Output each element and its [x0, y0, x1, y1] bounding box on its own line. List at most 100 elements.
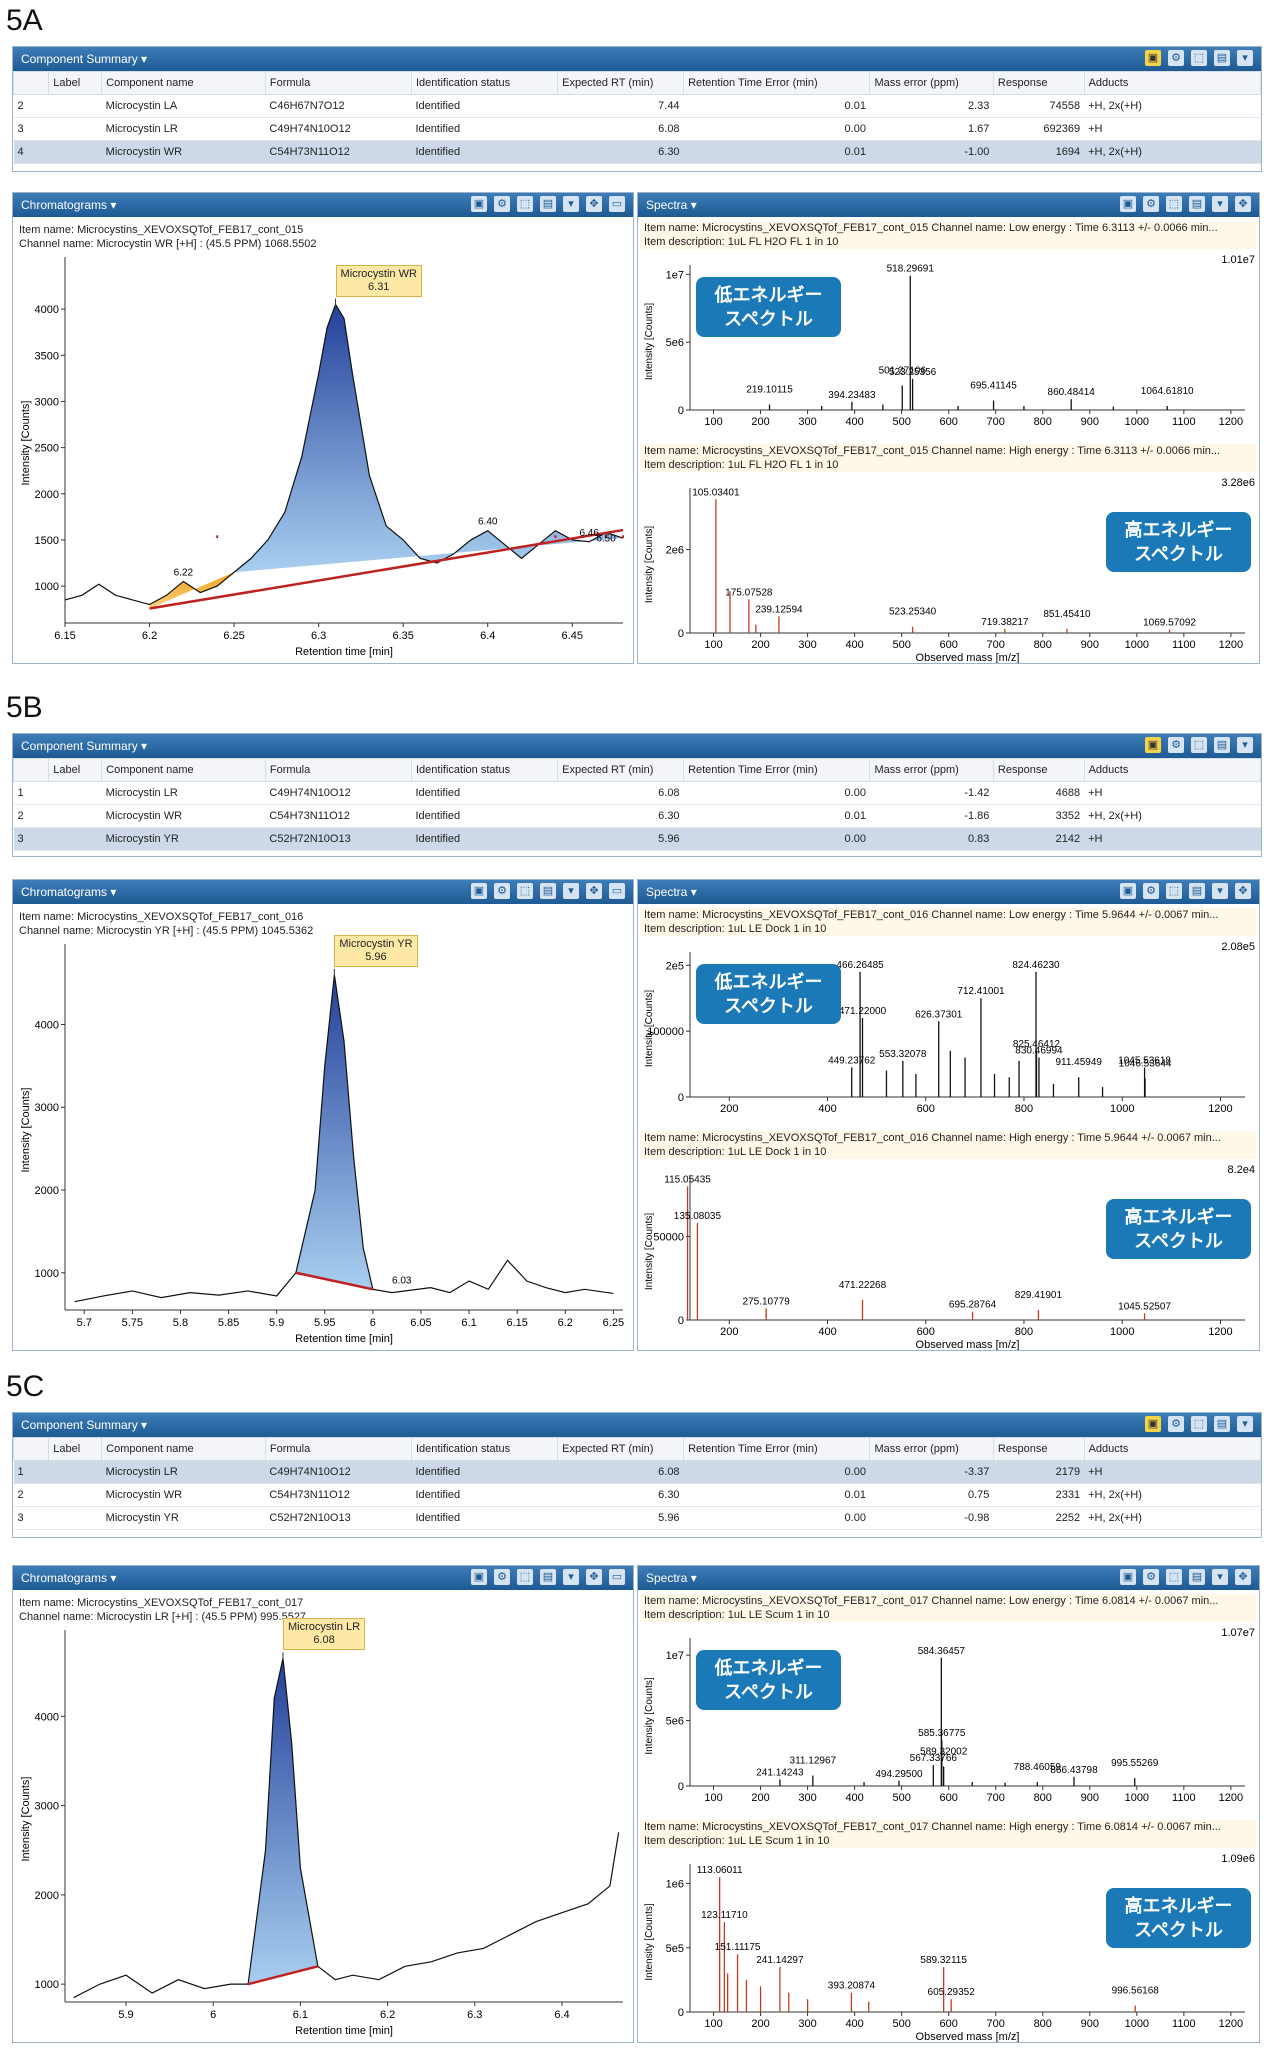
toolbar-button-icon[interactable]: ▣	[471, 196, 487, 212]
chromatograms-title[interactable]: Chromatograms ▾	[21, 885, 117, 899]
component-summary-title[interactable]: Component Summary ▾	[21, 52, 148, 66]
toolbar-button-icon[interactable]: ▾	[1237, 50, 1253, 66]
chromatograms-titlebar[interactable]: Chromatograms ▾ ▣ ⚙ ⬚ ▤ ▾ ✥ ▭	[13, 1566, 633, 1590]
toolbar-button-icon[interactable]: ▣	[471, 1569, 487, 1585]
spectra-title[interactable]: Spectra ▾	[646, 198, 697, 212]
column-header[interactable]: Component name	[101, 1437, 266, 1461]
table-row[interactable]: 1 Microcystin LR C49H74N10O12 Identified 6.0…	[13, 781, 1261, 805]
toolbar-button-icon[interactable]: ▾	[563, 883, 579, 899]
component-summary-titlebar[interactable]: Component Summary ▾ ▣ ⚙ ⬚ ▤ ▾	[13, 734, 1261, 758]
toolbar-button-icon[interactable]: ▭	[609, 196, 625, 212]
column-header[interactable]: Expected RT (min)	[557, 758, 685, 782]
column-header[interactable]: Expected RT (min)	[557, 1437, 685, 1461]
toolbar-button-icon[interactable]: ▾	[1212, 196, 1228, 212]
toolbar-button-icon[interactable]: ⚙	[1143, 1569, 1159, 1585]
column-header[interactable]: Formula	[264, 71, 413, 95]
toolbar-button-icon[interactable]: ⚙	[1168, 1416, 1184, 1432]
column-header[interactable]: Label	[48, 71, 103, 95]
toolbar-button-icon[interactable]: ✥	[1235, 1569, 1251, 1585]
toolbar-button-icon[interactable]: ▤	[540, 883, 556, 899]
toolbar-button-icon[interactable]: ▣	[1145, 1416, 1161, 1432]
toolbar-button-icon[interactable]: ▤	[1189, 196, 1205, 212]
spectra-titlebar[interactable]: Spectra ▾ ▣ ⚙ ⬚ ▤ ▾ ✥	[638, 193, 1259, 217]
toolbar-button-icon[interactable]: ▣	[1145, 50, 1161, 66]
column-header[interactable]: Mass error (ppm)	[869, 1437, 994, 1461]
table-row[interactable]: 1 Microcystin LR C49H74N10O12 Identified 6.0…	[13, 1460, 1261, 1484]
toolbar-button-icon[interactable]: ▤	[540, 1569, 556, 1585]
toolbar-button-icon[interactable]: ▾	[1237, 1416, 1253, 1432]
table-row[interactable]: 2 Microcystin WR C54H73N11O12 Identified 6.3…	[13, 804, 1261, 828]
column-header[interactable]: Response	[992, 1437, 1085, 1461]
component-summary-titlebar[interactable]: Component Summary ▾ ▣ ⚙ ⬚ ▤ ▾	[13, 1413, 1261, 1437]
toolbar-button-icon[interactable]: ⚙	[494, 196, 510, 212]
toolbar-button-icon[interactable]: ▭	[609, 1569, 625, 1585]
component-summary-title[interactable]: Component Summary ▾	[21, 1418, 148, 1432]
toolbar-button-icon[interactable]: ▣	[1120, 1569, 1136, 1585]
component-summary-titlebar[interactable]: Component Summary ▾ ▣ ⚙ ⬚ ▤ ▾	[13, 47, 1261, 71]
spectra-title[interactable]: Spectra ▾	[646, 1571, 697, 1585]
toolbar-button-icon[interactable]: ⚙	[494, 883, 510, 899]
column-header[interactable]	[13, 1437, 50, 1461]
column-header[interactable]: Formula	[264, 1437, 413, 1461]
column-header[interactable]: Component name	[101, 71, 266, 95]
toolbar-button-icon[interactable]: ⚙	[1168, 737, 1184, 753]
spectra-title[interactable]: Spectra ▾	[646, 885, 697, 899]
column-header[interactable]: Retention Time Error (min)	[683, 71, 871, 95]
column-header[interactable]: Mass error (ppm)	[869, 758, 994, 782]
toolbar-button-icon[interactable]: ⚙	[1168, 50, 1184, 66]
toolbar-button-icon[interactable]: ▾	[1212, 1569, 1228, 1585]
column-header[interactable]: Adducts	[1083, 1437, 1261, 1461]
toolbar-button-icon[interactable]: ✥	[1235, 196, 1251, 212]
chromatograms-title[interactable]: Chromatograms ▾	[21, 1571, 117, 1585]
column-header[interactable]: Identification status	[410, 71, 559, 95]
toolbar-button-icon[interactable]: ▤	[1214, 1416, 1230, 1432]
toolbar-button-icon[interactable]: ⬚	[517, 1569, 533, 1585]
toolbar-button-icon[interactable]: ▣	[1120, 196, 1136, 212]
column-header[interactable]	[13, 71, 50, 95]
table-row[interactable]: 3 Microcystin LR C49H74N10O12 Identified 6.0…	[13, 117, 1261, 141]
spectra-titlebar[interactable]: Spectra ▾ ▣ ⚙ ⬚ ▤ ▾ ✥	[638, 880, 1259, 904]
column-header[interactable]: Label	[48, 1437, 103, 1461]
toolbar-button-icon[interactable]: ▤	[1214, 737, 1230, 753]
column-header[interactable]: Component name	[101, 758, 266, 782]
toolbar-button-icon[interactable]: ⬚	[517, 196, 533, 212]
toolbar-button-icon[interactable]: ▤	[540, 196, 556, 212]
toolbar-button-icon[interactable]: ✥	[586, 883, 602, 899]
toolbar-button-icon[interactable]: ⬚	[1191, 50, 1207, 66]
toolbar-button-icon[interactable]: ⬚	[1166, 883, 1182, 899]
toolbar-button-icon[interactable]: ▤	[1189, 883, 1205, 899]
column-header[interactable]: Mass error (ppm)	[869, 71, 994, 95]
column-header[interactable]: Label	[48, 758, 103, 782]
chromatograms-titlebar[interactable]: Chromatograms ▾ ▣ ⚙ ⬚ ▤ ▾ ✥ ▭	[13, 193, 633, 217]
toolbar-button-icon[interactable]: ✥	[586, 196, 602, 212]
column-header[interactable]: Response	[992, 758, 1085, 782]
toolbar-button-icon[interactable]: ▣	[1145, 737, 1161, 753]
spectra-titlebar[interactable]: Spectra ▾ ▣ ⚙ ⬚ ▤ ▾ ✥	[638, 1566, 1259, 1590]
table-row[interactable]: 3 Microcystin YR C52H72N10O13 Identified 5.9…	[13, 827, 1261, 851]
column-header[interactable]: Identification status	[410, 758, 559, 782]
toolbar-button-icon[interactable]: ⬚	[1191, 1416, 1207, 1432]
toolbar-button-icon[interactable]: ⬚	[1191, 737, 1207, 753]
toolbar-button-icon[interactable]: ⚙	[494, 1569, 510, 1585]
column-header[interactable]	[13, 758, 50, 782]
column-header[interactable]: Response	[992, 71, 1085, 95]
toolbar-button-icon[interactable]: ▾	[563, 196, 579, 212]
table-row[interactable]: 2 Microcystin WR C54H73N11O12 Identified 6.3…	[13, 1483, 1261, 1507]
column-header[interactable]: Adducts	[1083, 71, 1261, 95]
toolbar-button-icon[interactable]: ▾	[1212, 883, 1228, 899]
column-header[interactable]: Retention Time Error (min)	[683, 1437, 871, 1461]
toolbar-button-icon[interactable]: ⬚	[1166, 1569, 1182, 1585]
toolbar-button-icon[interactable]: ⬚	[517, 883, 533, 899]
toolbar-button-icon[interactable]: ✥	[1235, 883, 1251, 899]
toolbar-button-icon[interactable]: ✥	[586, 1569, 602, 1585]
toolbar-button-icon[interactable]: ▾	[563, 1569, 579, 1585]
table-row[interactable]: 3 Microcystin YR C52H72N10O13 Identified 5.9…	[13, 1506, 1261, 1530]
column-header[interactable]: Formula	[264, 758, 413, 782]
table-row[interactable]: 4 Microcystin WR C54H73N11O12 Identified 6.3…	[13, 140, 1261, 164]
component-summary-title[interactable]: Component Summary ▾	[21, 739, 148, 753]
toolbar-button-icon[interactable]: ▤	[1189, 1569, 1205, 1585]
table-row[interactable]: 2 Microcystin LA C46H67N7O12 Identified 7.44…	[13, 94, 1261, 118]
column-header[interactable]: Identification status	[410, 1437, 559, 1461]
toolbar-button-icon[interactable]: ⚙	[1143, 883, 1159, 899]
column-header[interactable]: Adducts	[1083, 758, 1261, 782]
